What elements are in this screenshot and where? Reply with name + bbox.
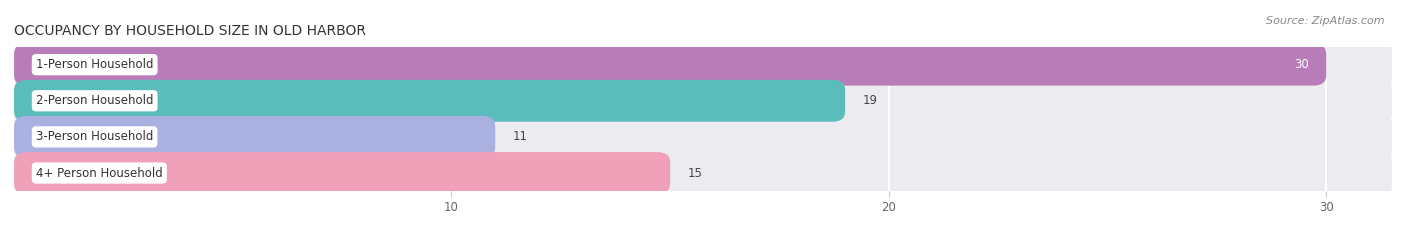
FancyBboxPatch shape [14, 148, 1392, 198]
Text: 19: 19 [863, 94, 877, 107]
Text: 4+ Person Household: 4+ Person Household [37, 167, 163, 179]
FancyBboxPatch shape [14, 75, 1392, 126]
FancyBboxPatch shape [14, 112, 1392, 162]
FancyBboxPatch shape [14, 44, 1326, 86]
Text: 1-Person Household: 1-Person Household [37, 58, 153, 71]
Text: 30: 30 [1294, 58, 1309, 71]
FancyBboxPatch shape [14, 39, 1392, 90]
FancyBboxPatch shape [14, 116, 495, 158]
Text: 2-Person Household: 2-Person Household [37, 94, 153, 107]
FancyBboxPatch shape [14, 152, 671, 194]
Text: Source: ZipAtlas.com: Source: ZipAtlas.com [1267, 16, 1385, 26]
Text: 15: 15 [688, 167, 703, 179]
Text: 3-Person Household: 3-Person Household [37, 130, 153, 143]
Text: OCCUPANCY BY HOUSEHOLD SIZE IN OLD HARBOR: OCCUPANCY BY HOUSEHOLD SIZE IN OLD HARBO… [14, 24, 366, 38]
FancyBboxPatch shape [14, 80, 845, 122]
Text: 11: 11 [513, 130, 527, 143]
